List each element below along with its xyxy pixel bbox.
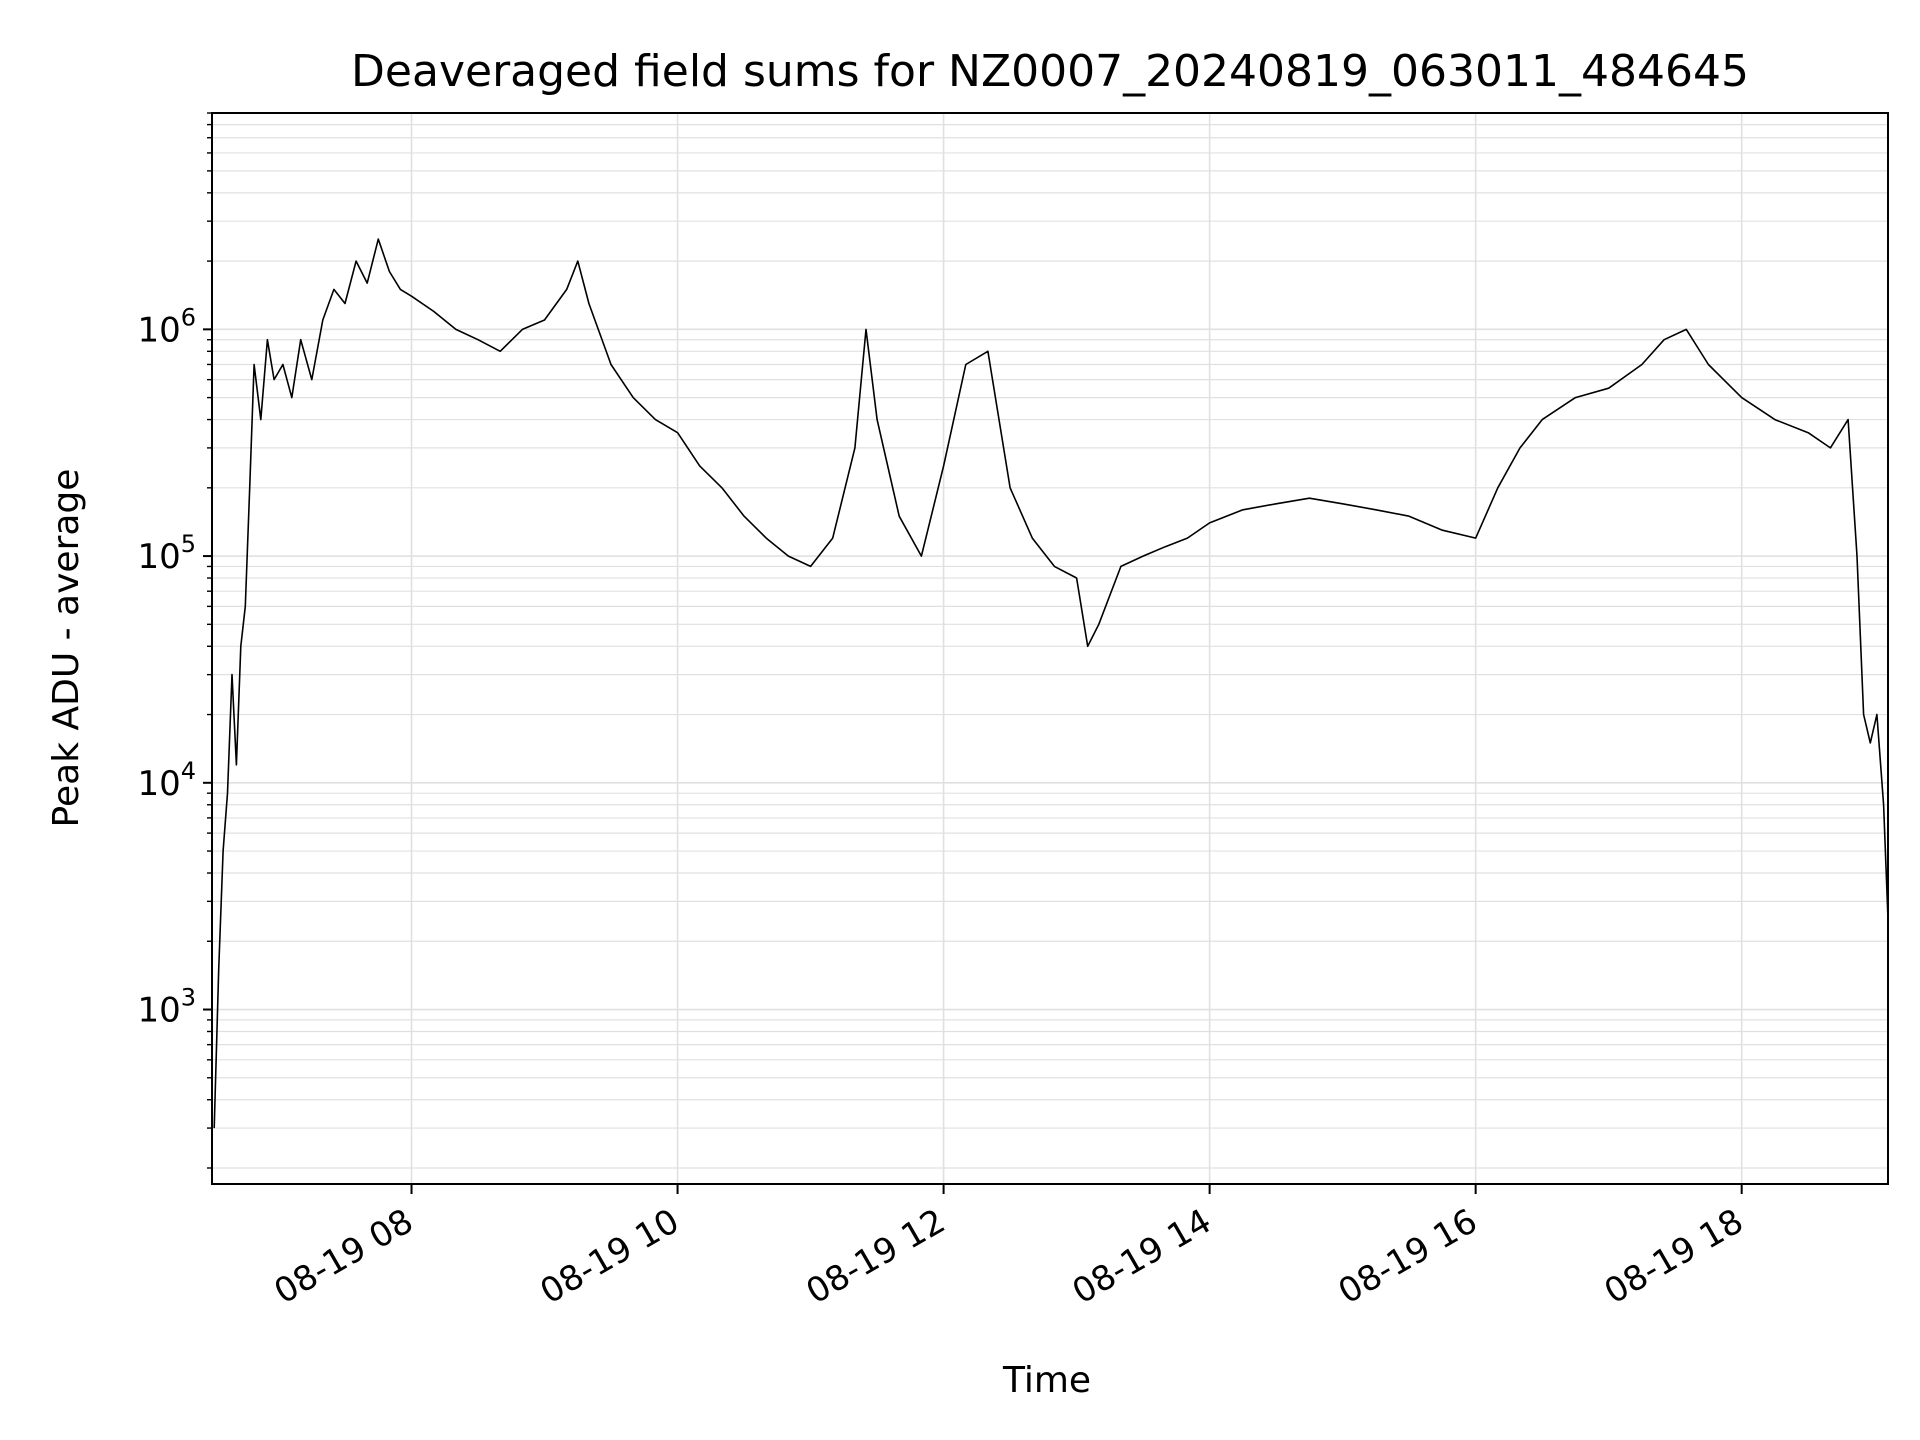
y-tick-label: 105: [137, 530, 196, 577]
series-layer: [213, 238, 1889, 1129]
plot-area-frame: [211, 112, 1889, 1185]
series-line: [213, 238, 1889, 1129]
y-tick-label: 104: [137, 757, 196, 804]
y-tick-label: 103: [137, 984, 196, 1031]
y-axis-label: Peak ADU - average: [46, 469, 87, 828]
chart-title: Deaveraged field sums for NZ0007_2024081…: [351, 46, 1749, 97]
grid: [212, 112, 1888, 1184]
y-axis: 103 104 105 106: [137, 112, 212, 1169]
y-tick-label: 106: [137, 303, 196, 350]
x-axis-label: Time: [1002, 1360, 1091, 1401]
